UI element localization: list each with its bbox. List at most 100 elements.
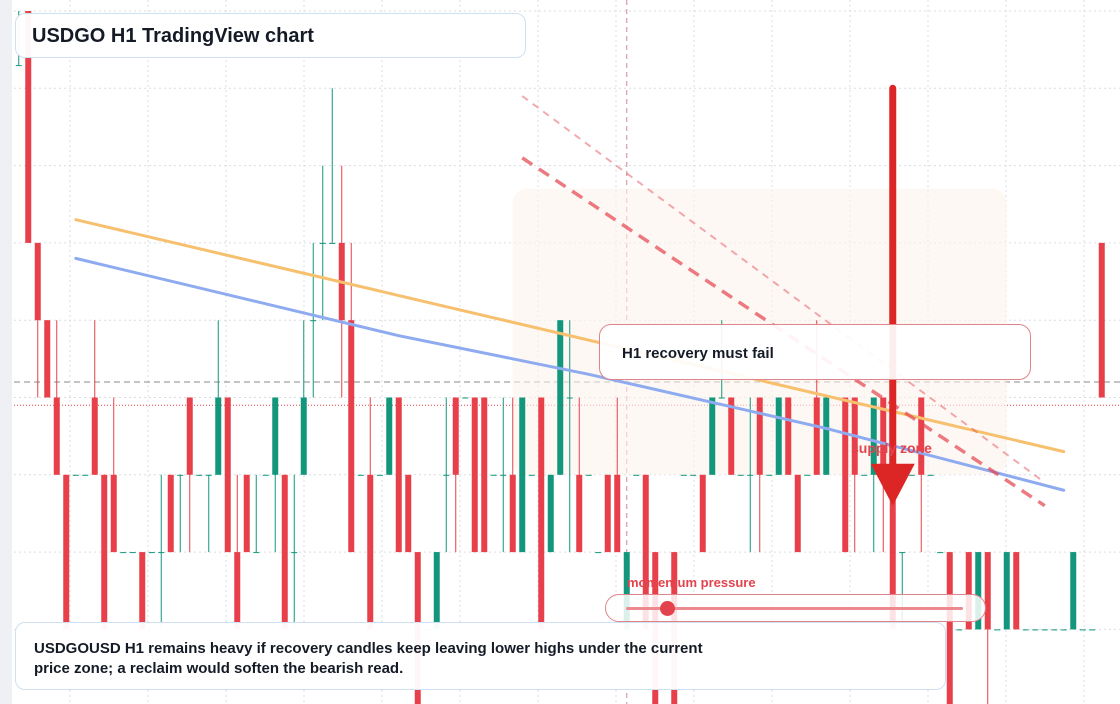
candle-body xyxy=(262,474,269,476)
candle-body xyxy=(471,397,478,553)
title-panel: USDGO H1 TradingView chart xyxy=(15,13,526,58)
candle-body xyxy=(110,474,117,553)
candle-body xyxy=(899,552,906,554)
candle-body xyxy=(490,474,497,476)
candle-body xyxy=(129,552,136,554)
candle-body xyxy=(861,474,868,476)
candle-body xyxy=(310,320,317,322)
candle-body xyxy=(462,397,469,399)
candle-body xyxy=(823,397,830,475)
candle-body xyxy=(804,474,811,476)
candle-body xyxy=(63,474,70,630)
candle-body xyxy=(984,552,991,630)
candle-body xyxy=(101,474,108,630)
recovery-callout: H1 recovery must fail xyxy=(599,324,1031,380)
candle-body xyxy=(500,474,507,476)
analysis-note-text: USDGOUSD H1 remains heavy if recovery ca… xyxy=(34,640,703,677)
candle-body xyxy=(329,242,336,244)
candle-body xyxy=(72,474,79,476)
candle-body xyxy=(433,552,440,630)
candle-body xyxy=(167,474,174,553)
callout-text: H1 recovery must fail xyxy=(622,345,774,362)
candle-body xyxy=(158,552,165,554)
candle-body xyxy=(148,552,155,554)
candle-body xyxy=(281,474,288,630)
candle-body xyxy=(1089,629,1096,631)
candle-body xyxy=(566,397,573,399)
candle-body xyxy=(205,474,212,476)
candle-body xyxy=(994,629,1001,631)
candle-body xyxy=(1022,629,1029,631)
candle-body xyxy=(82,474,89,476)
candle-body xyxy=(15,65,22,67)
candle-body xyxy=(918,397,925,475)
candle-body xyxy=(300,397,307,475)
resistance-trendline xyxy=(521,156,1046,508)
candle-body xyxy=(737,474,744,476)
candle-body xyxy=(395,397,402,553)
candle-body xyxy=(775,397,782,475)
candle-body xyxy=(633,474,640,476)
candle-body xyxy=(367,474,374,630)
candle-body xyxy=(927,474,934,476)
candle-body xyxy=(965,552,972,630)
indicator-lines xyxy=(74,218,1066,492)
candle-body xyxy=(1013,552,1020,630)
candle-body xyxy=(443,474,450,476)
candle-body xyxy=(1079,629,1086,631)
candle-body xyxy=(405,474,412,553)
candle-body xyxy=(937,552,944,554)
candle-body xyxy=(547,474,554,553)
candle-body xyxy=(756,397,763,475)
candle-body xyxy=(870,397,877,475)
candle-body xyxy=(386,397,393,475)
candle-body xyxy=(319,242,326,244)
candle-body xyxy=(908,474,915,476)
candle-body xyxy=(1003,552,1010,630)
candle-body xyxy=(623,552,630,630)
page-title: USDGO H1 TradingView chart xyxy=(32,25,314,47)
candle-body xyxy=(452,397,459,475)
candle-body xyxy=(139,552,146,630)
momentum-slider[interactable] xyxy=(605,594,986,622)
candle-body xyxy=(842,397,849,553)
momentum-track-line xyxy=(626,607,963,610)
candle-body xyxy=(53,397,60,475)
candle-body xyxy=(585,474,592,476)
supply-zone-label: supply zone xyxy=(851,440,932,456)
analysis-note-panel: USDGOUSD H1 remains heavy if recovery ca… xyxy=(15,622,946,690)
candle-body xyxy=(1051,629,1058,631)
candle-body xyxy=(785,397,792,475)
candle-body xyxy=(946,552,953,704)
bearish-arrow-head xyxy=(870,463,915,506)
candle-body xyxy=(956,629,963,631)
candle-body xyxy=(642,474,649,630)
candle-body xyxy=(186,397,193,475)
left-edge-strip xyxy=(0,0,12,704)
candle-body xyxy=(25,11,32,243)
candle-body xyxy=(1060,629,1067,631)
resistance-trendline xyxy=(521,95,1046,484)
candle-body xyxy=(272,397,279,475)
candle-body xyxy=(880,397,887,475)
candle-body xyxy=(813,397,820,475)
candle-body xyxy=(766,474,773,476)
candle-body xyxy=(975,552,982,630)
ema-slow-line xyxy=(74,256,1066,492)
candle-body xyxy=(1041,629,1048,631)
candle-body xyxy=(234,552,241,630)
candle-body xyxy=(747,474,754,476)
candle-body xyxy=(1070,552,1077,630)
momentum-knob[interactable] xyxy=(659,601,675,616)
candle-body xyxy=(291,552,298,554)
candle-body xyxy=(376,474,383,476)
candle-body xyxy=(91,397,98,475)
candle-body xyxy=(889,474,896,630)
candle-body xyxy=(253,552,260,554)
candle-body xyxy=(509,474,516,553)
candle-body xyxy=(519,397,526,553)
candle-body xyxy=(196,474,203,476)
candle-body xyxy=(243,474,250,553)
candle-body xyxy=(34,242,41,321)
candle-body xyxy=(538,397,545,630)
